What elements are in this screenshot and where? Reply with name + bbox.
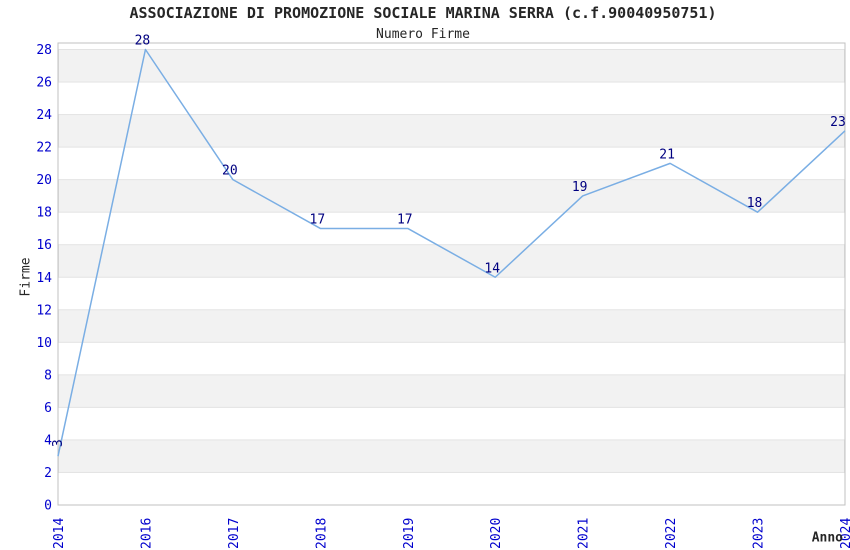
value-label: 28 bbox=[135, 34, 151, 49]
value-label: 21 bbox=[659, 147, 675, 162]
grid-band bbox=[58, 439, 845, 473]
grid-band bbox=[58, 374, 845, 408]
y-axis-label: Firme bbox=[18, 257, 34, 297]
x-axis-label: Anno bbox=[811, 530, 843, 546]
grid-bands bbox=[58, 49, 845, 473]
x-tick-label: 2014 bbox=[52, 518, 67, 549]
y-tick-label: 28 bbox=[36, 43, 52, 58]
value-label: 23 bbox=[830, 115, 846, 130]
y-tick-label: 6 bbox=[44, 401, 52, 416]
y-tick-label: 2 bbox=[44, 466, 52, 481]
chart-title: ASSOCIAZIONE DI PROMOZIONE SOCIALE MARIN… bbox=[129, 4, 717, 22]
x-tick-label: 2017 bbox=[227, 518, 242, 549]
grid-band bbox=[58, 309, 845, 343]
x-tick-label: 2024 bbox=[839, 518, 850, 549]
x-tick-label: 2022 bbox=[664, 518, 679, 549]
y-tick-label: 26 bbox=[36, 76, 52, 91]
y-tick-label: 14 bbox=[36, 271, 52, 286]
y-tick-label: 18 bbox=[36, 206, 52, 221]
plot-frame bbox=[57, 42, 846, 506]
chart-subtitle: Numero Firme bbox=[376, 27, 470, 42]
x-tick-label: 2021 bbox=[577, 518, 592, 549]
grid-band bbox=[58, 179, 845, 213]
x-tick-label: 2020 bbox=[489, 518, 504, 549]
value-label: 3 bbox=[51, 439, 66, 447]
x-tick-label: 2016 bbox=[139, 518, 154, 549]
y-tick-label: 4 bbox=[44, 433, 52, 448]
x-tick-label: 2023 bbox=[752, 518, 767, 549]
data-line bbox=[57, 48, 846, 457]
x-tick-label: 2018 bbox=[314, 518, 329, 549]
y-tick-label: 12 bbox=[36, 303, 52, 318]
value-label: 17 bbox=[397, 212, 413, 227]
grid-band bbox=[58, 49, 845, 83]
value-label: 14 bbox=[484, 261, 500, 276]
x-tick-label: 2019 bbox=[402, 518, 417, 549]
y-tick-label: 24 bbox=[36, 108, 52, 123]
y-tick-label: 10 bbox=[36, 336, 52, 351]
grid-band bbox=[58, 244, 845, 278]
value-label: 20 bbox=[222, 164, 238, 179]
y-tick-label: 16 bbox=[36, 238, 52, 253]
y-tick-label: 0 bbox=[44, 499, 52, 514]
y-tick-label: 8 bbox=[44, 368, 52, 383]
y-tick-label: 22 bbox=[36, 141, 52, 156]
value-labels: 3 28 20 17 17 14 19 21 18 23 bbox=[51, 34, 846, 448]
grid-band bbox=[58, 114, 845, 148]
value-label: 17 bbox=[310, 212, 326, 227]
x-tick-labels: 2014 2016 2017 2018 2019 2020 2021 2022 2023 2024 bbox=[52, 518, 850, 549]
value-label: 18 bbox=[747, 196, 763, 211]
y-tick-label: 20 bbox=[36, 173, 52, 188]
value-label: 19 bbox=[572, 180, 588, 195]
